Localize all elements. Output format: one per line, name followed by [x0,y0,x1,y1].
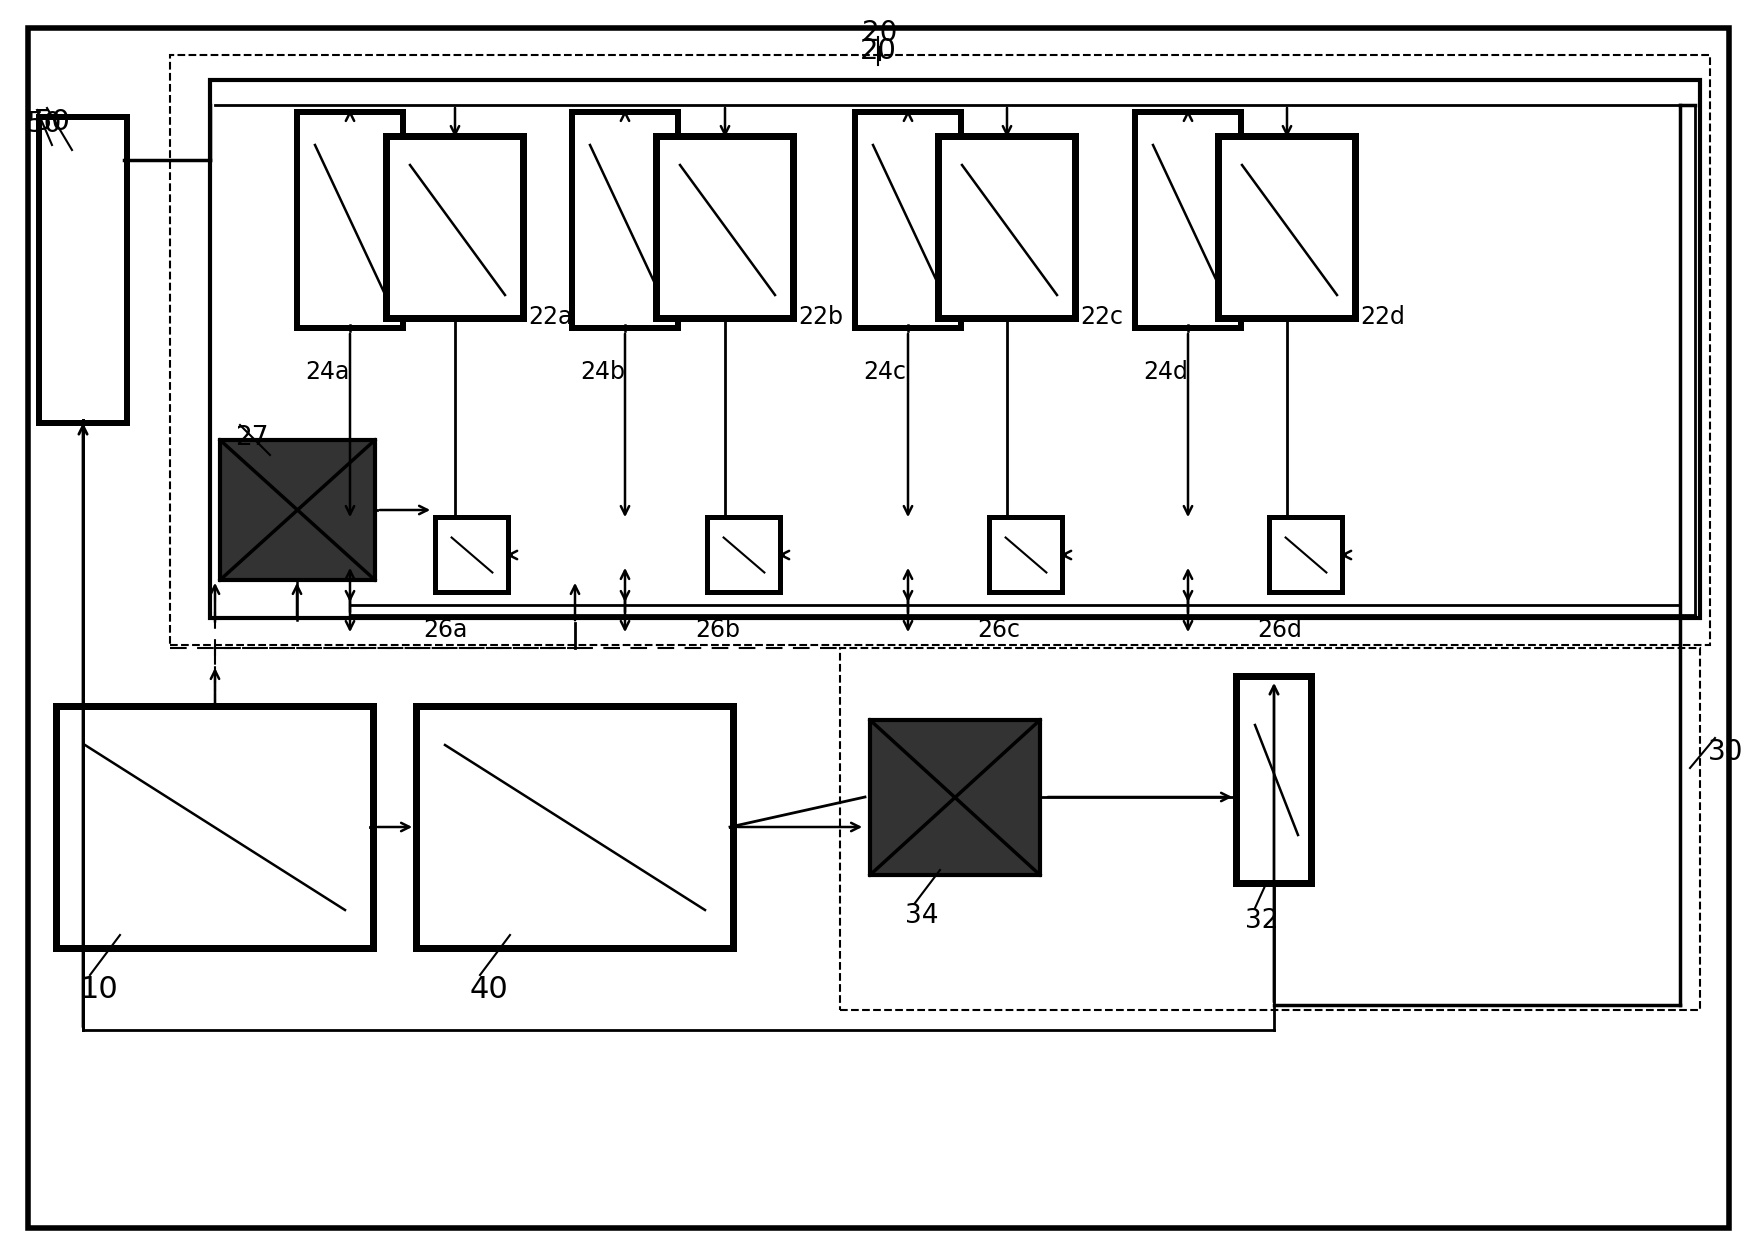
Bar [53,703,378,952]
Text: 20: 20 [863,19,898,46]
Text: 26b: 26b [696,618,740,642]
Bar [1267,515,1346,595]
Text: 22c: 22c [1081,305,1123,329]
Bar [170,55,1710,646]
Bar [1139,116,1239,325]
Text: 22d: 22d [1360,305,1406,329]
Text: 50: 50 [26,111,63,138]
Text: 22b: 22b [798,305,843,329]
Bar [857,116,958,325]
Text: 32: 32 [1246,908,1279,934]
Bar [1240,679,1307,880]
Bar [993,520,1059,590]
Bar [1223,139,1351,315]
Text: 24a: 24a [306,360,350,384]
Bar [1272,520,1341,590]
Text: 24d: 24d [1144,360,1188,384]
Bar [220,440,374,580]
Bar [1132,109,1244,332]
Text: 26a: 26a [423,618,467,642]
Text: 24c: 24c [863,360,907,384]
Bar [840,648,1701,1010]
Text: 50: 50 [33,108,70,136]
Bar [211,80,1701,618]
Bar [413,703,736,952]
Text: 26d: 26d [1256,618,1302,642]
Bar [575,116,675,325]
Bar [383,133,527,322]
Text: 27: 27 [235,425,269,451]
Text: 40: 40 [471,975,510,1004]
Text: 20: 20 [859,36,896,65]
Bar [1216,133,1358,322]
Bar [870,720,1040,875]
Bar [300,116,401,325]
Bar [390,139,520,315]
Bar [220,440,374,580]
Text: 24b: 24b [580,360,625,384]
Bar [432,515,511,595]
Text: 30: 30 [1708,739,1743,766]
Bar [705,515,784,595]
Bar [60,710,371,945]
Bar [1233,673,1314,887]
Bar [420,710,729,945]
Bar [710,520,778,590]
Bar [870,720,1040,875]
Text: 34: 34 [905,903,938,929]
Bar [852,109,965,332]
Bar [935,133,1079,322]
Bar [437,520,506,590]
Bar [42,121,125,420]
Text: 10: 10 [81,975,119,1004]
Bar [942,139,1072,315]
Text: 26c: 26c [977,618,1021,642]
Bar [293,109,406,332]
Bar [569,109,682,332]
Text: 22a: 22a [529,305,573,329]
Bar [661,139,791,315]
Bar [35,114,130,426]
Bar [987,515,1065,595]
Bar [654,133,798,322]
